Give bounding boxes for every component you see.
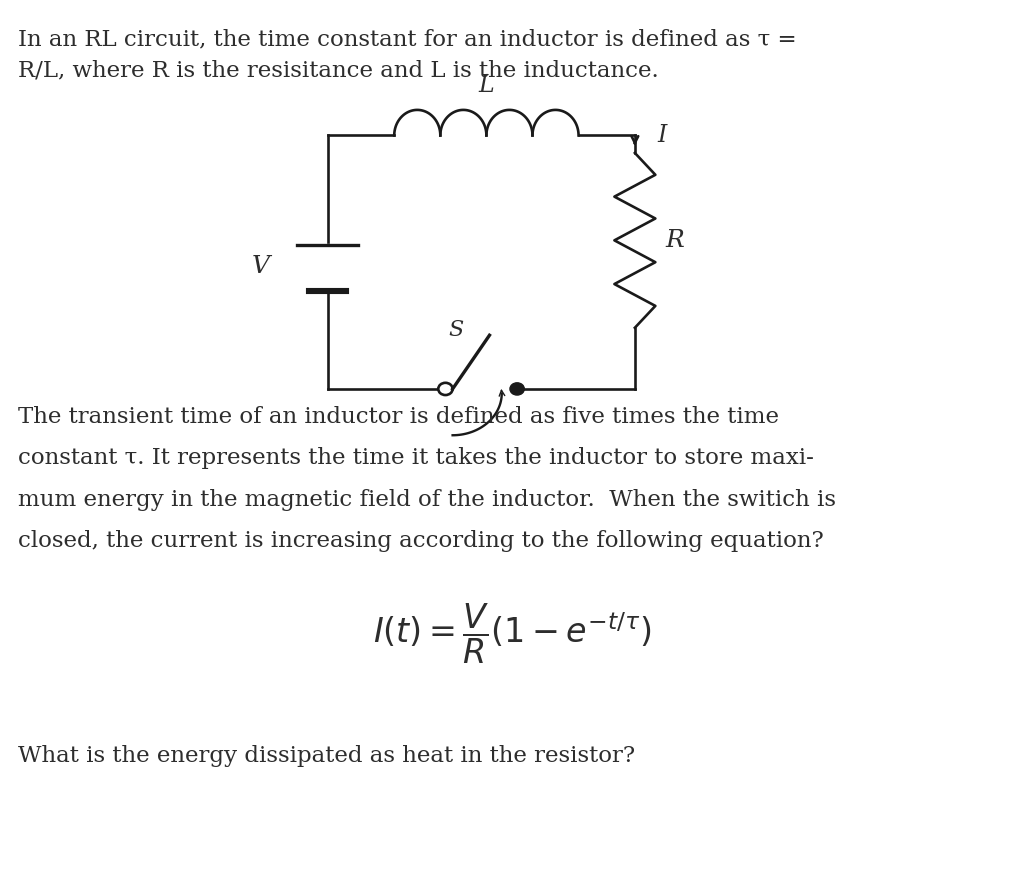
Text: In an RL circuit, the time constant for an inductor is defined as τ =: In an RL circuit, the time constant for …	[18, 28, 797, 50]
Text: S: S	[449, 319, 463, 341]
Text: L: L	[478, 73, 495, 97]
Text: V: V	[252, 255, 270, 278]
Text: mum energy in the magnetic field of the inductor.  When the switich is: mum energy in the magnetic field of the …	[18, 489, 837, 510]
Text: constant τ. It represents the time it takes the inductor to store maxi-: constant τ. It represents the time it ta…	[18, 447, 814, 469]
Text: R: R	[666, 229, 684, 252]
Text: The transient time of an inductor is defined as five times the time: The transient time of an inductor is def…	[18, 406, 779, 428]
Text: What is the energy dissipated as heat in the resistor?: What is the energy dissipated as heat in…	[18, 745, 636, 766]
Text: closed, the current is increasing according to the following equation?: closed, the current is increasing accord…	[18, 530, 824, 551]
Text: $I(t) = \dfrac{V}{R}\left(1 - e^{-t/\tau}\right)$: $I(t) = \dfrac{V}{R}\left(1 - e^{-t/\tau…	[373, 601, 651, 666]
Text: R/L, where R is the resisitance and L is the inductance.: R/L, where R is the resisitance and L is…	[18, 59, 659, 81]
Circle shape	[510, 383, 524, 395]
Text: I: I	[657, 124, 667, 147]
